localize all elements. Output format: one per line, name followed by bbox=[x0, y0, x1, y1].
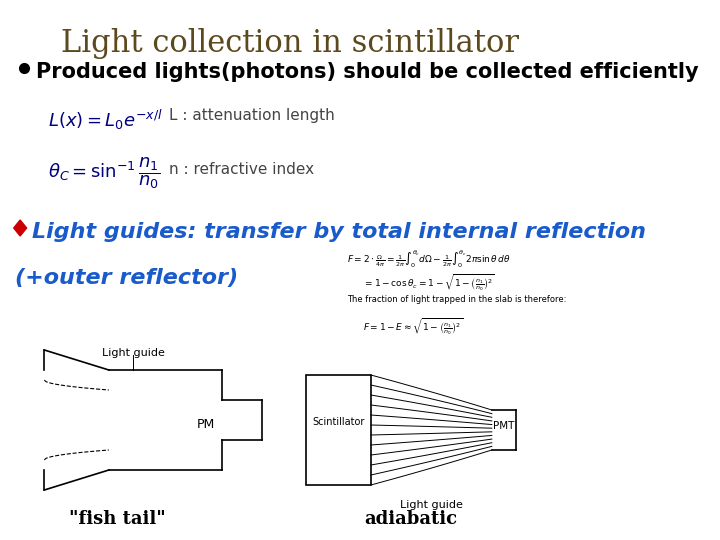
Text: The fraction of light trapped in the slab is therefore:: The fraction of light trapped in the sla… bbox=[347, 295, 566, 304]
Text: Produced lights(photons) should be collected efficiently: Produced lights(photons) should be colle… bbox=[36, 62, 699, 82]
Text: $F = 1 - E \approx \sqrt{1 - \left(\frac{n_1}{n_0}\right)^2}$: $F = 1 - E \approx \sqrt{1 - \left(\frac… bbox=[363, 316, 463, 337]
Text: Light guides: transfer by total internal reflection: Light guides: transfer by total internal… bbox=[32, 222, 647, 242]
Text: Light guide: Light guide bbox=[400, 500, 463, 510]
Text: n : refractive index: n : refractive index bbox=[169, 162, 315, 177]
Text: L : attenuation length: L : attenuation length bbox=[169, 108, 335, 123]
Text: PMT: PMT bbox=[493, 421, 515, 431]
Text: PM: PM bbox=[197, 418, 215, 431]
Text: adiabatic: adiabatic bbox=[364, 510, 458, 528]
Text: Scintillator: Scintillator bbox=[312, 417, 365, 427]
Polygon shape bbox=[14, 220, 27, 236]
Text: $\theta_C = \sin^{-1} \dfrac{n_1}{n_0}$: $\theta_C = \sin^{-1} \dfrac{n_1}{n_0}$ bbox=[48, 155, 161, 191]
Text: Light collection in scintillator: Light collection in scintillator bbox=[61, 28, 519, 59]
Text: $F = 2 \cdot \frac{\Omega}{4\pi} = \frac{1}{2\pi} \int_0^{\theta_c} d\Omega - \f: $F = 2 \cdot \frac{\Omega}{4\pi} = \frac… bbox=[347, 248, 510, 270]
Text: "fish tail": "fish tail" bbox=[68, 510, 166, 528]
Text: $L(x) = L_0 e^{-x/l}$: $L(x) = L_0 e^{-x/l}$ bbox=[48, 108, 163, 132]
Text: Light guide: Light guide bbox=[102, 348, 164, 358]
Text: $= 1 - \cos\theta_c = 1 - \sqrt{1 - \left(\frac{n_1}{n_0}\right)^2}$: $= 1 - \cos\theta_c = 1 - \sqrt{1 - \lef… bbox=[363, 272, 495, 293]
Text: (+outer reflector): (+outer reflector) bbox=[14, 268, 238, 288]
